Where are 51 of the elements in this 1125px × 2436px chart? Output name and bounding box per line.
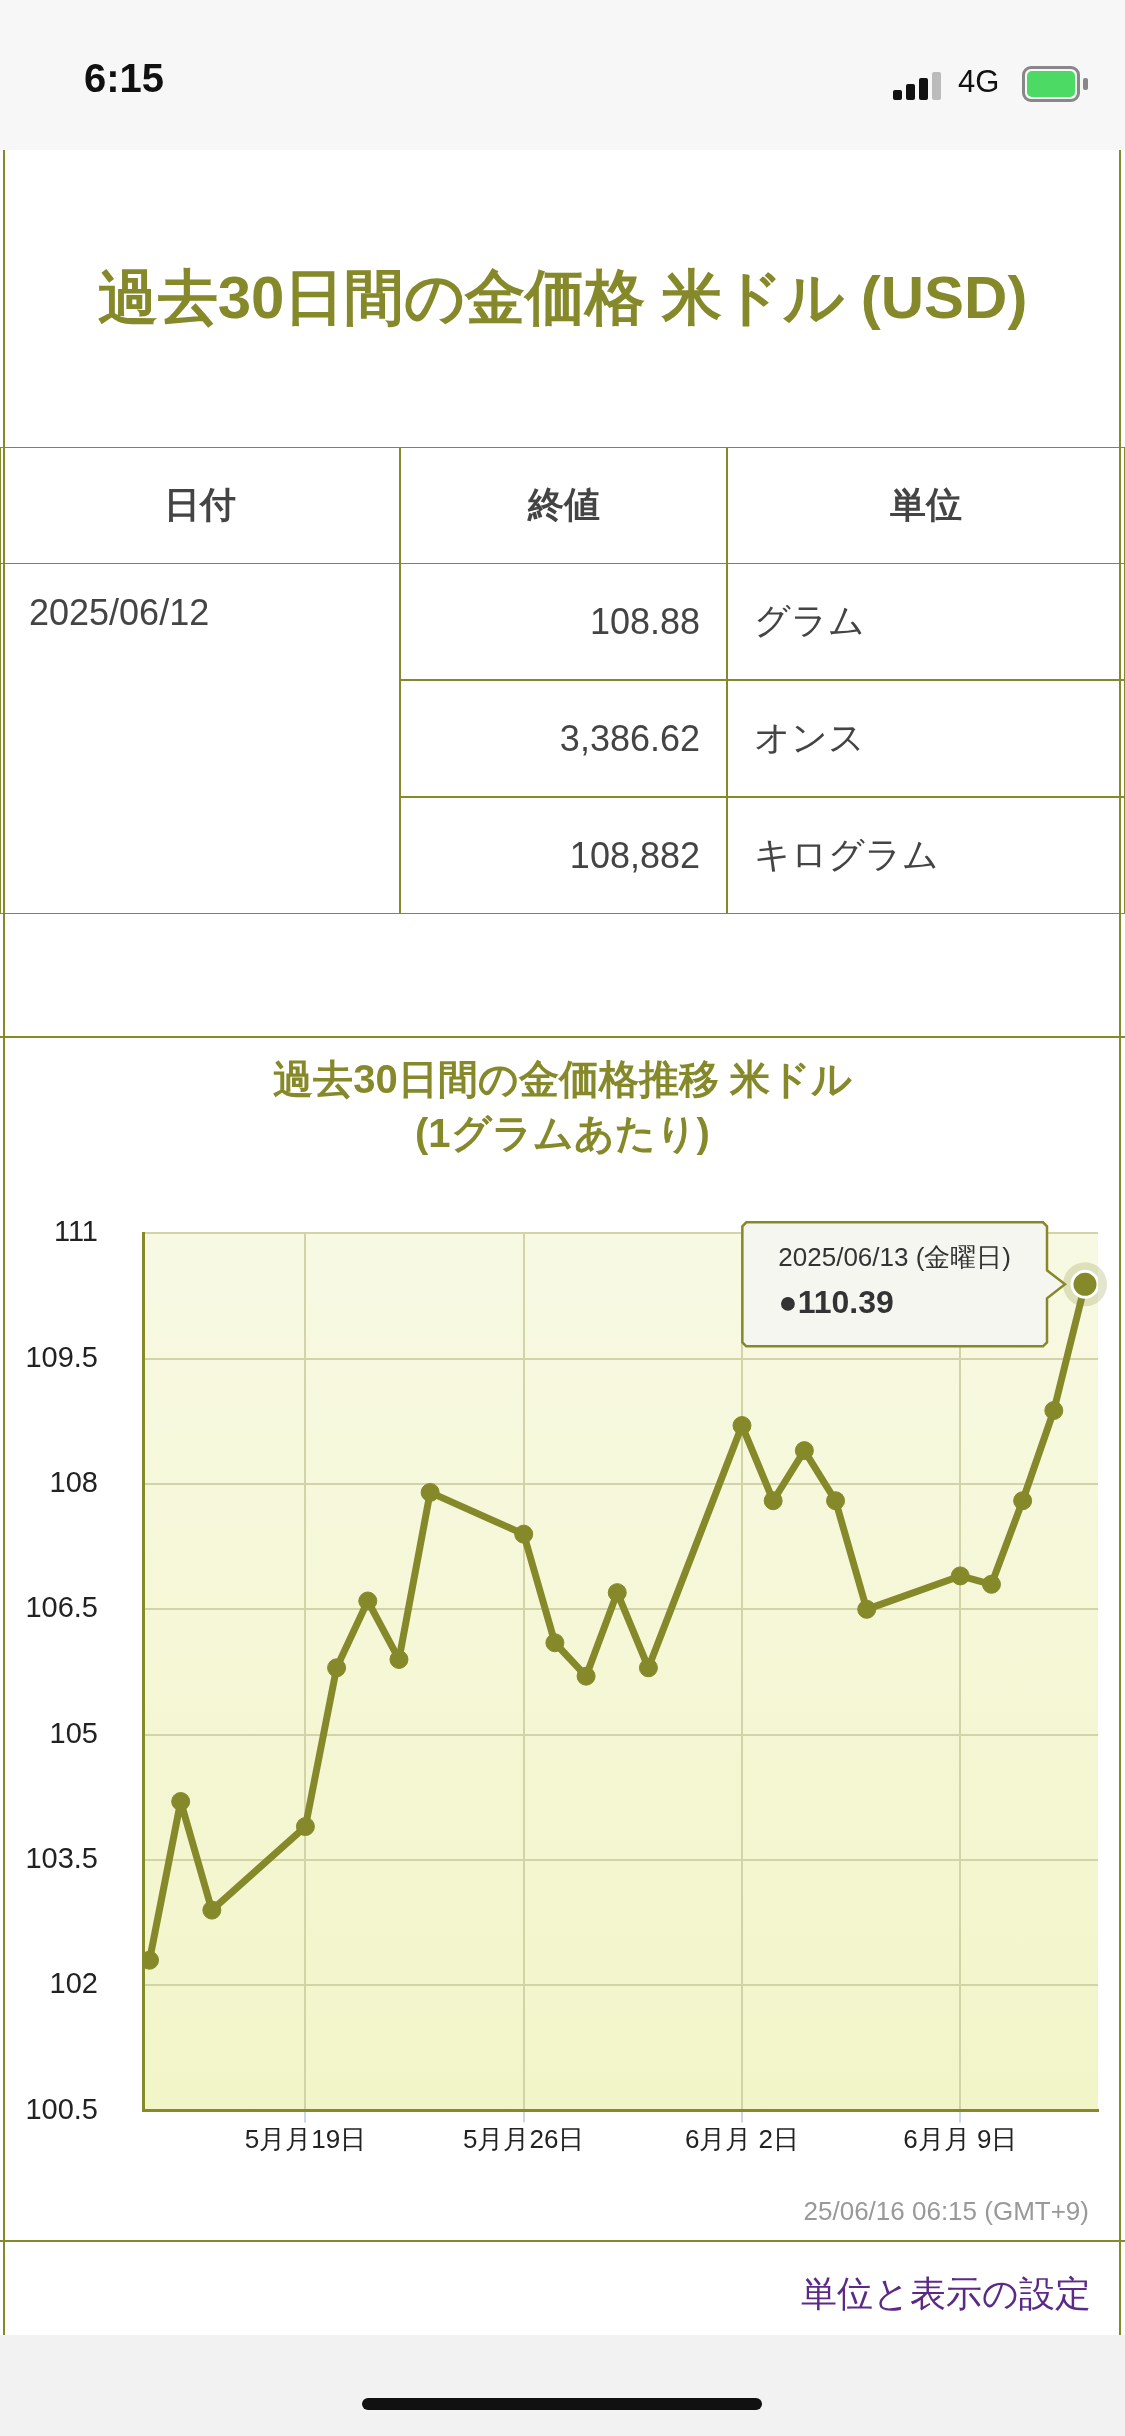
x-tick-label: 5月月19日: [244, 2124, 367, 2155]
point: [607, 1583, 627, 1603]
point: [545, 1633, 565, 1653]
point: [763, 1491, 783, 1511]
point: [202, 1900, 222, 1920]
y-tick-label: 108: [49, 1466, 98, 1499]
y-tick-label: 100.5: [25, 2092, 98, 2125]
point: [576, 1666, 596, 1686]
y-tick-label: 105: [49, 1716, 98, 1749]
point: [732, 1416, 752, 1436]
text: 2025/06/12: [0, 563, 400, 914]
point: [950, 1566, 970, 1586]
x-tick-label: 6月月 2日: [684, 2124, 800, 2155]
text: 4G: [958, 64, 1000, 100]
point: [826, 1491, 846, 1511]
point: [514, 1524, 534, 1544]
y-tick-label: 111: [53, 1215, 98, 1248]
point: [857, 1599, 877, 1619]
y-tick-label: 103.5: [25, 1841, 98, 1874]
text: 日付: [0, 447, 400, 564]
text: キログラム: [727, 797, 1125, 914]
text: 108,882: [400, 797, 727, 914]
point: [794, 1441, 814, 1461]
text: オンス: [727, 680, 1125, 797]
text: 6:15: [84, 56, 165, 101]
text: 単位: [727, 447, 1125, 564]
point: [420, 1482, 440, 1502]
point: [1013, 1491, 1033, 1511]
text: 3,386.62: [400, 680, 727, 797]
annotation: ●110.39: [778, 1284, 894, 1321]
text: 終値: [400, 447, 727, 564]
text: 単位と表示の設定: [801, 2272, 1091, 2316]
y-tick-label: 102: [49, 1967, 98, 2000]
point: [1044, 1401, 1064, 1421]
x-tick-label: 6月月 9日: [903, 2124, 1018, 2155]
y-tick-label: 106.5: [25, 1591, 98, 1624]
point: [171, 1791, 191, 1811]
text: 25/06/16 06:15 (GMT+9): [803, 2196, 1089, 2227]
point: [358, 1591, 378, 1611]
text: 過去30日間の金価格 米ドル (USD): [96, 263, 1029, 333]
point: [389, 1649, 409, 1669]
point: [295, 1817, 315, 1837]
y-tick-label: 109.5: [25, 1340, 98, 1373]
text: グラム: [727, 563, 1125, 680]
point: [638, 1658, 658, 1678]
point: [327, 1658, 347, 1678]
chart-title: 過去30日間の金価格推移 米ドル (1グラムあたり): [272, 1056, 853, 1157]
point: [981, 1574, 1001, 1594]
x-tick-label: 5月月26日: [463, 2124, 585, 2155]
text: 108.88: [400, 563, 727, 680]
annotation: 2025/06/13 (金曜日): [778, 1241, 1012, 1272]
